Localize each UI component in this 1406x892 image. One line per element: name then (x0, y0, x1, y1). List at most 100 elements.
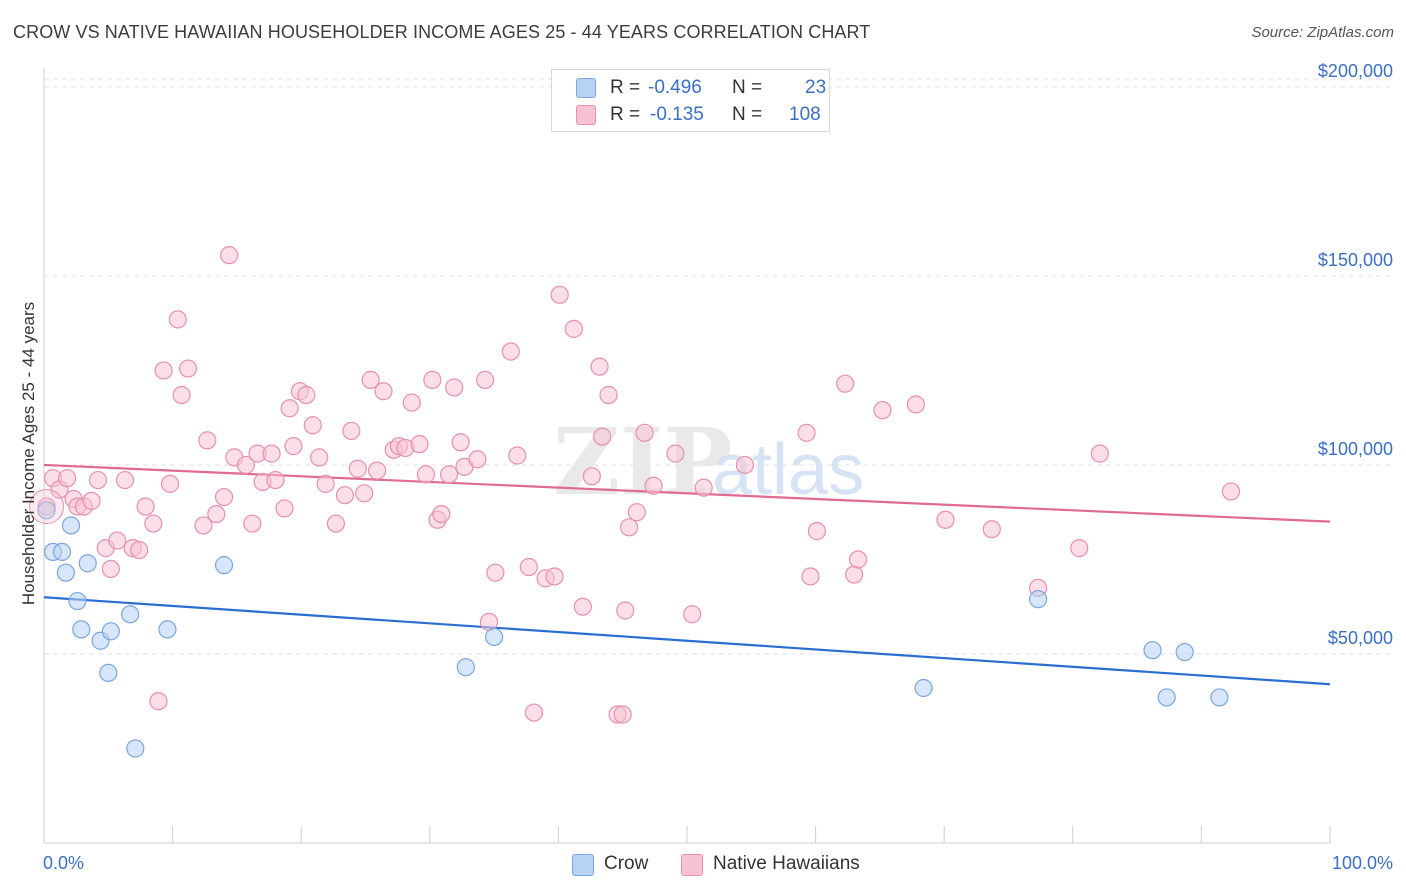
hawaiian-point (524, 703, 544, 722)
hawaiian-point (416, 465, 436, 484)
hawaiian-point (936, 510, 955, 529)
hawaiian-point (519, 557, 538, 577)
hawaiian-point (468, 450, 487, 469)
y-tick-label: $50,000 (1328, 628, 1393, 648)
hawaiian-point (1070, 539, 1089, 558)
hawaiian-point (88, 470, 108, 490)
hawaiian-point (154, 361, 173, 380)
x-tick-label: 0.0% (43, 853, 84, 873)
legend-n-value: 108 (789, 104, 821, 125)
hawaiian-point (355, 484, 374, 503)
hawaiian-point (590, 357, 609, 376)
y-tick-label: $200,000 (1318, 61, 1393, 81)
crow-trend-line (43, 596, 1331, 686)
hawaiian-point (316, 474, 335, 493)
hawaiian-point (243, 514, 262, 533)
axis-labels: $50,000 $100,000 $150,000 $200,000 0.0% 100.0… (19, 61, 1393, 873)
chart-title: CROW VS NATIVE HAWAIIAN HOUSEHOLDER INCO… (13, 22, 871, 42)
crow-point (1028, 590, 1048, 609)
hawaiian-point (262, 444, 281, 463)
hawaiian-point (797, 423, 816, 442)
crow-point (1157, 688, 1176, 707)
hawaiian-point (982, 520, 1001, 539)
gridlines (44, 78, 1394, 655)
hawaiian-point (266, 470, 285, 490)
legend-r-label: R = (610, 77, 641, 98)
hawaiian-point (836, 374, 855, 393)
hawaiian-point (613, 705, 632, 724)
hawaiian-point (361, 370, 380, 389)
crow-point (214, 556, 234, 575)
crow-point (126, 739, 145, 758)
hawaiian-point (599, 385, 618, 405)
hawaiian-point (58, 469, 77, 488)
crow-point (72, 620, 91, 639)
crow-legend-swatch (572, 854, 594, 876)
legend-r-value: -0.496 (648, 77, 702, 98)
crow-point (1210, 688, 1229, 707)
hawaiian-point (207, 504, 226, 524)
hawaiian-point (620, 518, 639, 537)
crow-point (158, 620, 177, 639)
y-tick-label: $100,000 (1318, 439, 1393, 459)
hawaiian-point (374, 382, 393, 401)
hawaiian-point (342, 421, 361, 441)
hawaiian-point (326, 514, 346, 533)
data-points (29, 246, 1241, 758)
legend-r-label: R = (610, 104, 641, 125)
crow-point (101, 622, 120, 641)
legend-n-value: 23 (805, 77, 827, 98)
hawaiian-point (508, 446, 527, 465)
hawaiian-point (220, 246, 239, 265)
hawaiian-point (479, 612, 499, 631)
hawaiian-point (545, 567, 564, 586)
hawaiian-point (445, 378, 464, 397)
crow-point (121, 605, 140, 624)
hawaiian-point (115, 470, 135, 490)
hawaiian-point (501, 342, 520, 361)
hawaiian-point (178, 359, 198, 378)
hawaiian-point (486, 563, 505, 582)
hawaiian-point (82, 491, 101, 510)
hawaiian-point (402, 393, 421, 412)
hawaiian-point (644, 476, 663, 495)
hawaiian-point (335, 486, 355, 505)
hawaiian-point (303, 416, 322, 435)
hawaiian-point (564, 319, 583, 338)
y-tick-label: $150,000 (1318, 250, 1393, 270)
hawaiian-swatch (576, 105, 596, 125)
crow-legend-label: Crow (604, 853, 649, 874)
crow-point (78, 554, 97, 573)
hawaiian-point (280, 399, 299, 418)
legend-n-label: N = (732, 104, 763, 125)
hawaiian-point (627, 503, 646, 522)
hawaiian-point (144, 514, 163, 533)
crow-point (61, 516, 81, 535)
crow-point (1175, 642, 1194, 662)
crow-point (56, 563, 75, 582)
hawaiian-point (136, 497, 155, 516)
hawaiian-legend-swatch (681, 854, 703, 876)
hawaiian-point (108, 531, 127, 550)
hawaiian-point (873, 401, 892, 420)
hawaiian-point (367, 461, 387, 480)
hawaiian-point (475, 370, 495, 389)
crow-point (485, 627, 504, 647)
hawaiian-point (194, 516, 213, 535)
watermark: ZIP atlas (553, 408, 864, 516)
hawaiian-point (848, 550, 868, 569)
hawaiian-point (683, 605, 702, 624)
hawaiian-point (635, 423, 654, 442)
hawaiian-point (451, 433, 470, 452)
hawaiian-point (906, 395, 926, 414)
hawaiian-point (593, 427, 612, 446)
crow-point (68, 591, 87, 611)
hawaiian-point (1090, 444, 1109, 463)
hawaiian-point (807, 522, 826, 541)
hawaiian-point (432, 504, 451, 524)
hawaiian-point (168, 310, 187, 329)
legend-r-value: -0.135 (650, 104, 704, 125)
hawaiian-legend-label: Native Hawaiians (713, 853, 860, 874)
hawaiian-point (410, 435, 429, 454)
